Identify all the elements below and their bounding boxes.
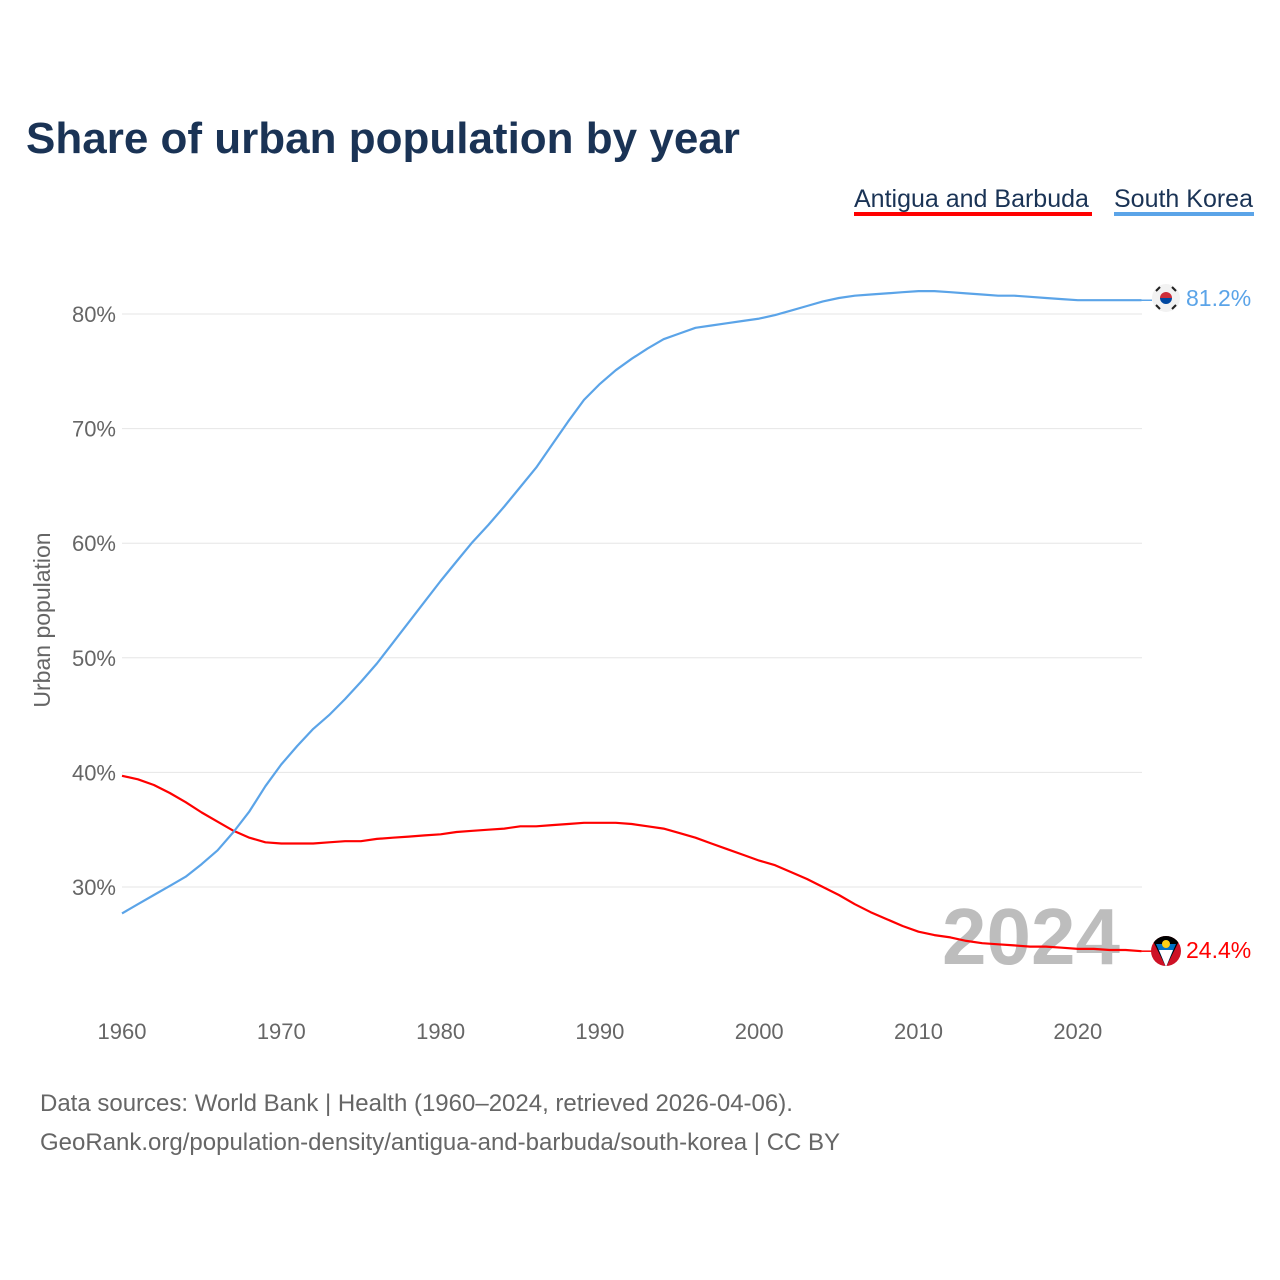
x-tick-label: 2020: [1053, 1019, 1102, 1044]
y-tick-label: 40%: [72, 760, 116, 785]
flag-trigrams: [1155, 286, 1177, 310]
chart-title: Share of urban population by year: [26, 114, 740, 163]
end-marker-south-korea: 81.2%: [1152, 284, 1251, 312]
year-watermark: 2024: [942, 892, 1120, 981]
antigua-flag-icon: [1151, 936, 1181, 966]
legend-swatch-antigua: [854, 212, 1092, 216]
series-line-antigua-and-barbuda: [121, 774, 1142, 953]
flag-taegeuk-red: [1160, 292, 1172, 298]
x-tick-label: 2000: [735, 1019, 784, 1044]
y-tick-label: 60%: [72, 531, 116, 556]
legend-item-south-korea[interactable]: South Korea: [1114, 185, 1253, 213]
x-tick-label: 1960: [98, 1019, 147, 1044]
legend: Antigua and Barbuda South Korea: [854, 185, 1254, 216]
end-marker-antigua: 24.4%: [1151, 936, 1251, 966]
legend-swatch-south-korea: [1114, 212, 1254, 216]
footer-sources: Data sources: World Bank | Health (1960–…: [40, 1090, 793, 1117]
y-tick-label: 50%: [72, 646, 116, 671]
series-lines: [121, 290, 1152, 953]
x-tick-label: 1990: [575, 1019, 624, 1044]
y-tick-label: 30%: [72, 875, 116, 900]
end-label-antigua: 24.4%: [1186, 937, 1251, 963]
x-tick-label: 2010: [894, 1019, 943, 1044]
grid: [122, 313, 1142, 888]
x-tick-label: 1970: [257, 1019, 306, 1044]
flag-taegeuk-blue: [1160, 298, 1172, 304]
x-axis-ticks: 1960 1970 1980 1990 2000 2010 2020: [98, 1019, 1103, 1044]
end-label-south-korea: 81.2%: [1186, 285, 1251, 311]
y-axis-label: Urban population: [29, 532, 55, 707]
y-axis-ticks: 30% 40% 50% 60% 70% 80%: [72, 302, 116, 900]
y-tick-label: 80%: [72, 302, 116, 327]
footer-link[interactable]: GeoRank.org/population-density/antigua-a…: [40, 1129, 840, 1156]
y-tick-label: 70%: [72, 417, 116, 442]
x-tick-label: 1980: [416, 1019, 465, 1044]
legend-item-antigua[interactable]: Antigua and Barbuda: [854, 185, 1089, 213]
series-line-south-korea: [121, 290, 1142, 915]
